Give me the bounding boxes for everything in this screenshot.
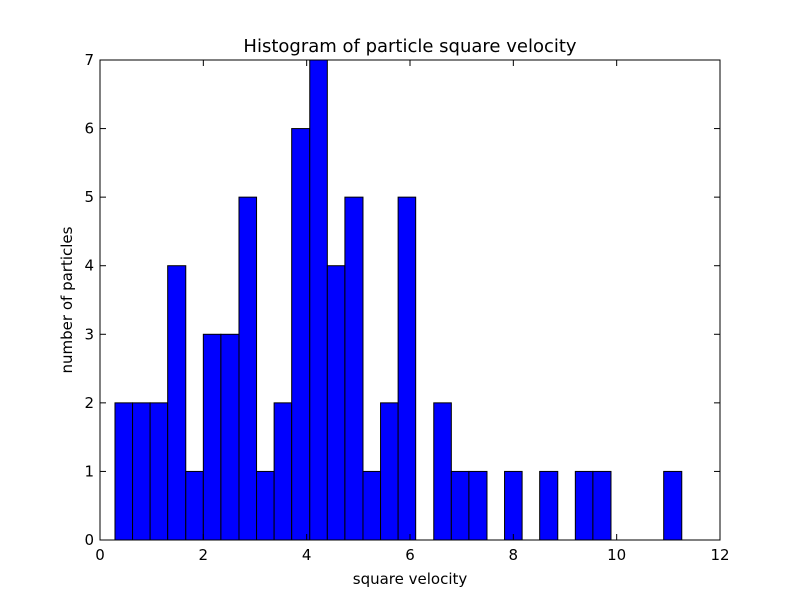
- histogram-bar-7: [238, 196, 258, 541]
- x-tick-label: 12: [710, 546, 729, 564]
- histogram-bar-4: [185, 470, 204, 541]
- histogram-bar-9: [273, 402, 293, 541]
- y-axis-label: number of particles: [58, 226, 76, 373]
- histogram-bar-5: [202, 333, 222, 541]
- y-tick-label: 6: [84, 120, 94, 138]
- histogram-bar-13: [344, 196, 364, 541]
- histogram-bar-18: [433, 402, 452, 541]
- bars-group: [114, 59, 683, 541]
- y-tick-label: 4: [84, 257, 94, 275]
- histogram-bar-6: [220, 333, 240, 541]
- y-tick-label: 5: [84, 188, 94, 206]
- y-tick-label: 0: [84, 531, 94, 549]
- x-tick-label: 10: [607, 546, 626, 564]
- histogram-bar-16: [397, 196, 417, 541]
- plot-frame: [99, 59, 721, 541]
- x-tick-label: 8: [509, 546, 519, 564]
- histogram-bar-0: [114, 402, 134, 541]
- histogram-bar-26: [574, 470, 594, 541]
- x-axis-label: square velocity: [353, 570, 468, 588]
- histogram-bar-2: [149, 402, 169, 541]
- histogram-bar-22: [504, 470, 523, 541]
- y-tick-label: 3: [84, 325, 94, 343]
- histogram-bar-11: [309, 59, 328, 541]
- y-tick-label: 7: [84, 51, 94, 69]
- x-tick-label: 4: [302, 546, 312, 564]
- histogram-bar-12: [326, 265, 346, 541]
- histogram-bar-15: [380, 402, 399, 541]
- histogram-bar-27: [592, 470, 612, 541]
- histogram-bar-20: [468, 470, 488, 541]
- histogram-bar-3: [167, 265, 187, 541]
- histogram-bar-14: [362, 470, 382, 541]
- y-tick-label: 1: [84, 462, 94, 480]
- x-tick-label: 6: [405, 546, 415, 564]
- histogram-bar-10: [291, 128, 311, 541]
- x-tick-label: 0: [95, 546, 105, 564]
- histogram-bar-19: [450, 470, 470, 541]
- y-tick-label: 2: [84, 394, 94, 412]
- histogram-bar-31: [663, 470, 683, 541]
- histogram-bar-1: [132, 402, 151, 541]
- histogram-bar-24: [539, 470, 559, 541]
- x-tick-label: 2: [199, 546, 209, 564]
- histogram-bar-8: [256, 470, 275, 541]
- chart-title: Histogram of particle square velocity: [243, 36, 577, 57]
